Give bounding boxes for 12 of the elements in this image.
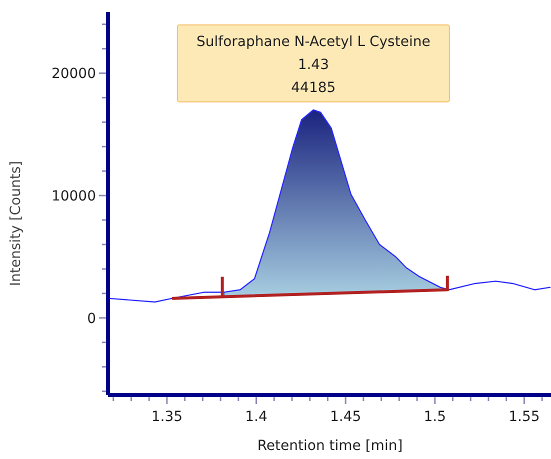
x-tick-label: 1.4 xyxy=(245,409,268,425)
x-tick-label: 1.55 xyxy=(508,409,540,425)
x-tick-label: 1.35 xyxy=(151,409,183,425)
y-tick-label: 0 xyxy=(87,310,96,327)
line-series xyxy=(107,109,551,303)
y-tick-label: 10000 xyxy=(51,188,96,204)
y-tick-label: 20000 xyxy=(51,66,96,82)
x-tick-label: 1.5 xyxy=(424,409,446,425)
x-tick-label: 1.45 xyxy=(330,409,362,425)
y-axis-title: Intensity [Counts] xyxy=(8,160,24,286)
x-axis-title: Retention time [min] xyxy=(257,438,403,454)
annotation: Sulforaphane N-Acetyl L Cysteine 1.43 44185 xyxy=(196,34,430,96)
